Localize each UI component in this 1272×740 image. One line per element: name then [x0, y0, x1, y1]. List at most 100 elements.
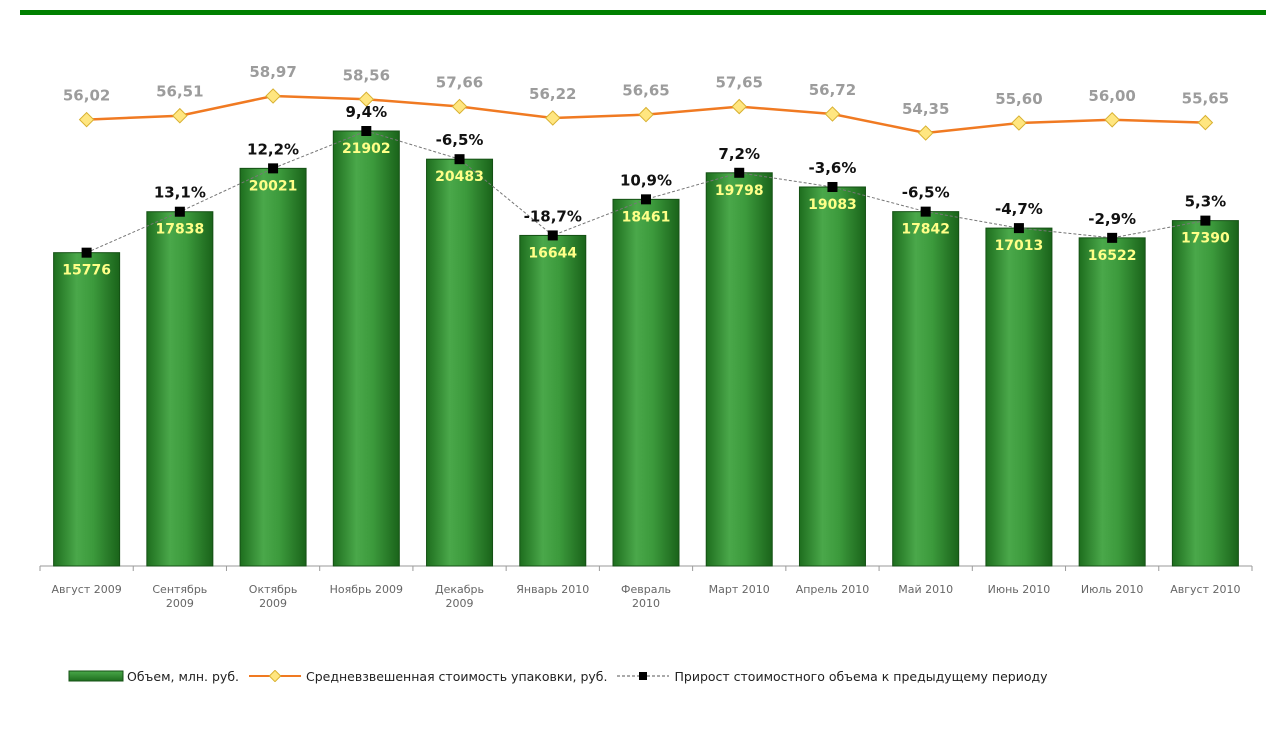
price-series: [78, 88, 1214, 141]
price-value-label: 56,51: [156, 83, 203, 101]
growth-point: [81, 247, 92, 258]
x-tick-label: Июль 2010: [1081, 583, 1144, 596]
growth-value-label: -6,5%: [902, 184, 950, 202]
legend-swatch-price: [249, 670, 301, 682]
price-point: [265, 88, 281, 104]
growth-value-label: -3,6%: [809, 159, 857, 177]
x-tick-label: Сентябрь 2009: [152, 583, 207, 610]
bar: [892, 211, 960, 567]
price-value-label: 56,22: [529, 85, 576, 103]
legend-label-price: Средневзвешенная стоимость упаковки, руб…: [306, 668, 608, 684]
x-tick-label: Февраль 2010: [621, 583, 671, 610]
price-point: [731, 98, 748, 115]
price-value-label: 58,56: [343, 66, 390, 84]
price-point: [638, 106, 654, 123]
price-point: [1104, 112, 1120, 128]
price-value-label: 56,65: [622, 82, 669, 100]
growth-point: [1013, 223, 1024, 234]
growth-value-label: 10,9%: [620, 171, 672, 189]
bar: [798, 186, 866, 567]
top-rule: [20, 10, 1266, 15]
price-point: [824, 106, 841, 122]
legend-swatch-growth: [617, 672, 670, 680]
price-point: [544, 110, 561, 126]
growth-point: [268, 163, 279, 174]
bar-value-label: 18461: [622, 209, 671, 225]
bar-value-label: 20483: [435, 169, 484, 185]
x-tick-label: Март 2010: [709, 583, 770, 596]
growth-point: [920, 206, 931, 217]
growth-series: [81, 126, 1211, 258]
growth-point: [547, 230, 558, 241]
bar: [705, 172, 773, 567]
price-point: [358, 91, 375, 108]
price-point: [1011, 115, 1027, 131]
bar: [519, 234, 587, 567]
price-value-label: 55,60: [995, 90, 1042, 108]
price-value-label: 56,72: [809, 81, 856, 99]
growth-point: [827, 181, 838, 192]
legend-item-growth: Прирост стоимостного объема к предыдущем…: [615, 668, 1048, 684]
growth-point: [174, 206, 185, 217]
bar-series: [53, 130, 1239, 567]
bar: [239, 167, 307, 567]
bar-value-label: 19083: [808, 197, 857, 213]
x-tick-label: Январь 2010: [516, 583, 589, 596]
x-tick-label: Апрель 2010: [796, 583, 869, 596]
legend-swatch-volume: [68, 670, 124, 682]
growth-point: [1107, 232, 1118, 243]
bar-value-label: 21902: [342, 141, 391, 157]
growth-point: [454, 154, 465, 165]
x-tick-label: Август 2010: [1170, 583, 1240, 596]
data-labels: 15776 17838 20021 21902 20483 16644 18461 19798…: [62, 63, 1230, 279]
x-tick-label: Май 2010: [898, 583, 953, 596]
price-value-label: 54,35: [902, 100, 949, 118]
legend-item-volume: Объем, млн. руб.: [68, 669, 239, 684]
bar-value-label: 20021: [249, 178, 298, 194]
legend: Объем, млн. руб. Средневзвешенная стоимо…: [68, 666, 1056, 686]
price-value-label: 56,00: [1088, 87, 1135, 105]
growth-value-label: 12,2%: [247, 140, 299, 158]
legend-label-volume: Объем, млн. руб.: [127, 668, 239, 684]
bar: [53, 252, 121, 567]
growth-point: [1200, 215, 1211, 226]
price-value-label: 57,65: [716, 74, 763, 92]
bar: [1078, 237, 1146, 567]
legend-label-growth: Прирост стоимостного объема к предыдущем…: [674, 668, 1048, 684]
growth-value-label: 13,1%: [154, 184, 206, 202]
x-tick-label: Декабрь 2009: [435, 583, 484, 610]
price-point: [451, 98, 468, 115]
price-value-label: 55,65: [1182, 90, 1229, 108]
bar-value-label: 16522: [1088, 248, 1137, 264]
x-tick-label: Ноябрь 2009: [330, 583, 403, 596]
bar-value-label: 17013: [995, 238, 1044, 254]
growth-value-label: 5,3%: [1185, 193, 1227, 211]
legend-item-price: Средневзвешенная стоимость упаковки, руб…: [247, 669, 607, 684]
bar-value-label: 17390: [1181, 231, 1230, 247]
growth-value-label: 9,4%: [346, 103, 388, 121]
bar: [332, 130, 400, 567]
bar-value-label: 17842: [901, 222, 950, 238]
price-value-label: 57,66: [436, 73, 483, 91]
growth-value-label: -4,7%: [995, 200, 1043, 218]
growth-point: [641, 194, 651, 205]
bar: [1171, 220, 1239, 567]
growth-value-label: -18,7%: [524, 207, 582, 225]
growth-point: [734, 167, 745, 178]
price-point: [917, 125, 934, 141]
price-value-label: 56,02: [63, 87, 110, 105]
growth-value-label: -2,9%: [1088, 210, 1136, 228]
x-tick-label: Октябрь 2009: [249, 583, 298, 610]
price-point: [78, 111, 95, 128]
price-point: [1197, 114, 1214, 131]
growth-value-label: -6,5%: [436, 131, 484, 149]
bar: [612, 198, 680, 567]
bar-value-label: 17838: [155, 222, 204, 238]
x-axis: Август 2009 Сентябрь 2009 Октябрь 2009 Ноябрь…: [39, 565, 1253, 610]
bar-value-label: 19798: [715, 183, 764, 199]
bar: [146, 211, 214, 567]
x-tick-label: Август 2009: [51, 583, 121, 596]
x-tick-label: Июнь 2010: [988, 583, 1051, 596]
growth-point: [361, 126, 372, 136]
bar: [985, 227, 1053, 567]
